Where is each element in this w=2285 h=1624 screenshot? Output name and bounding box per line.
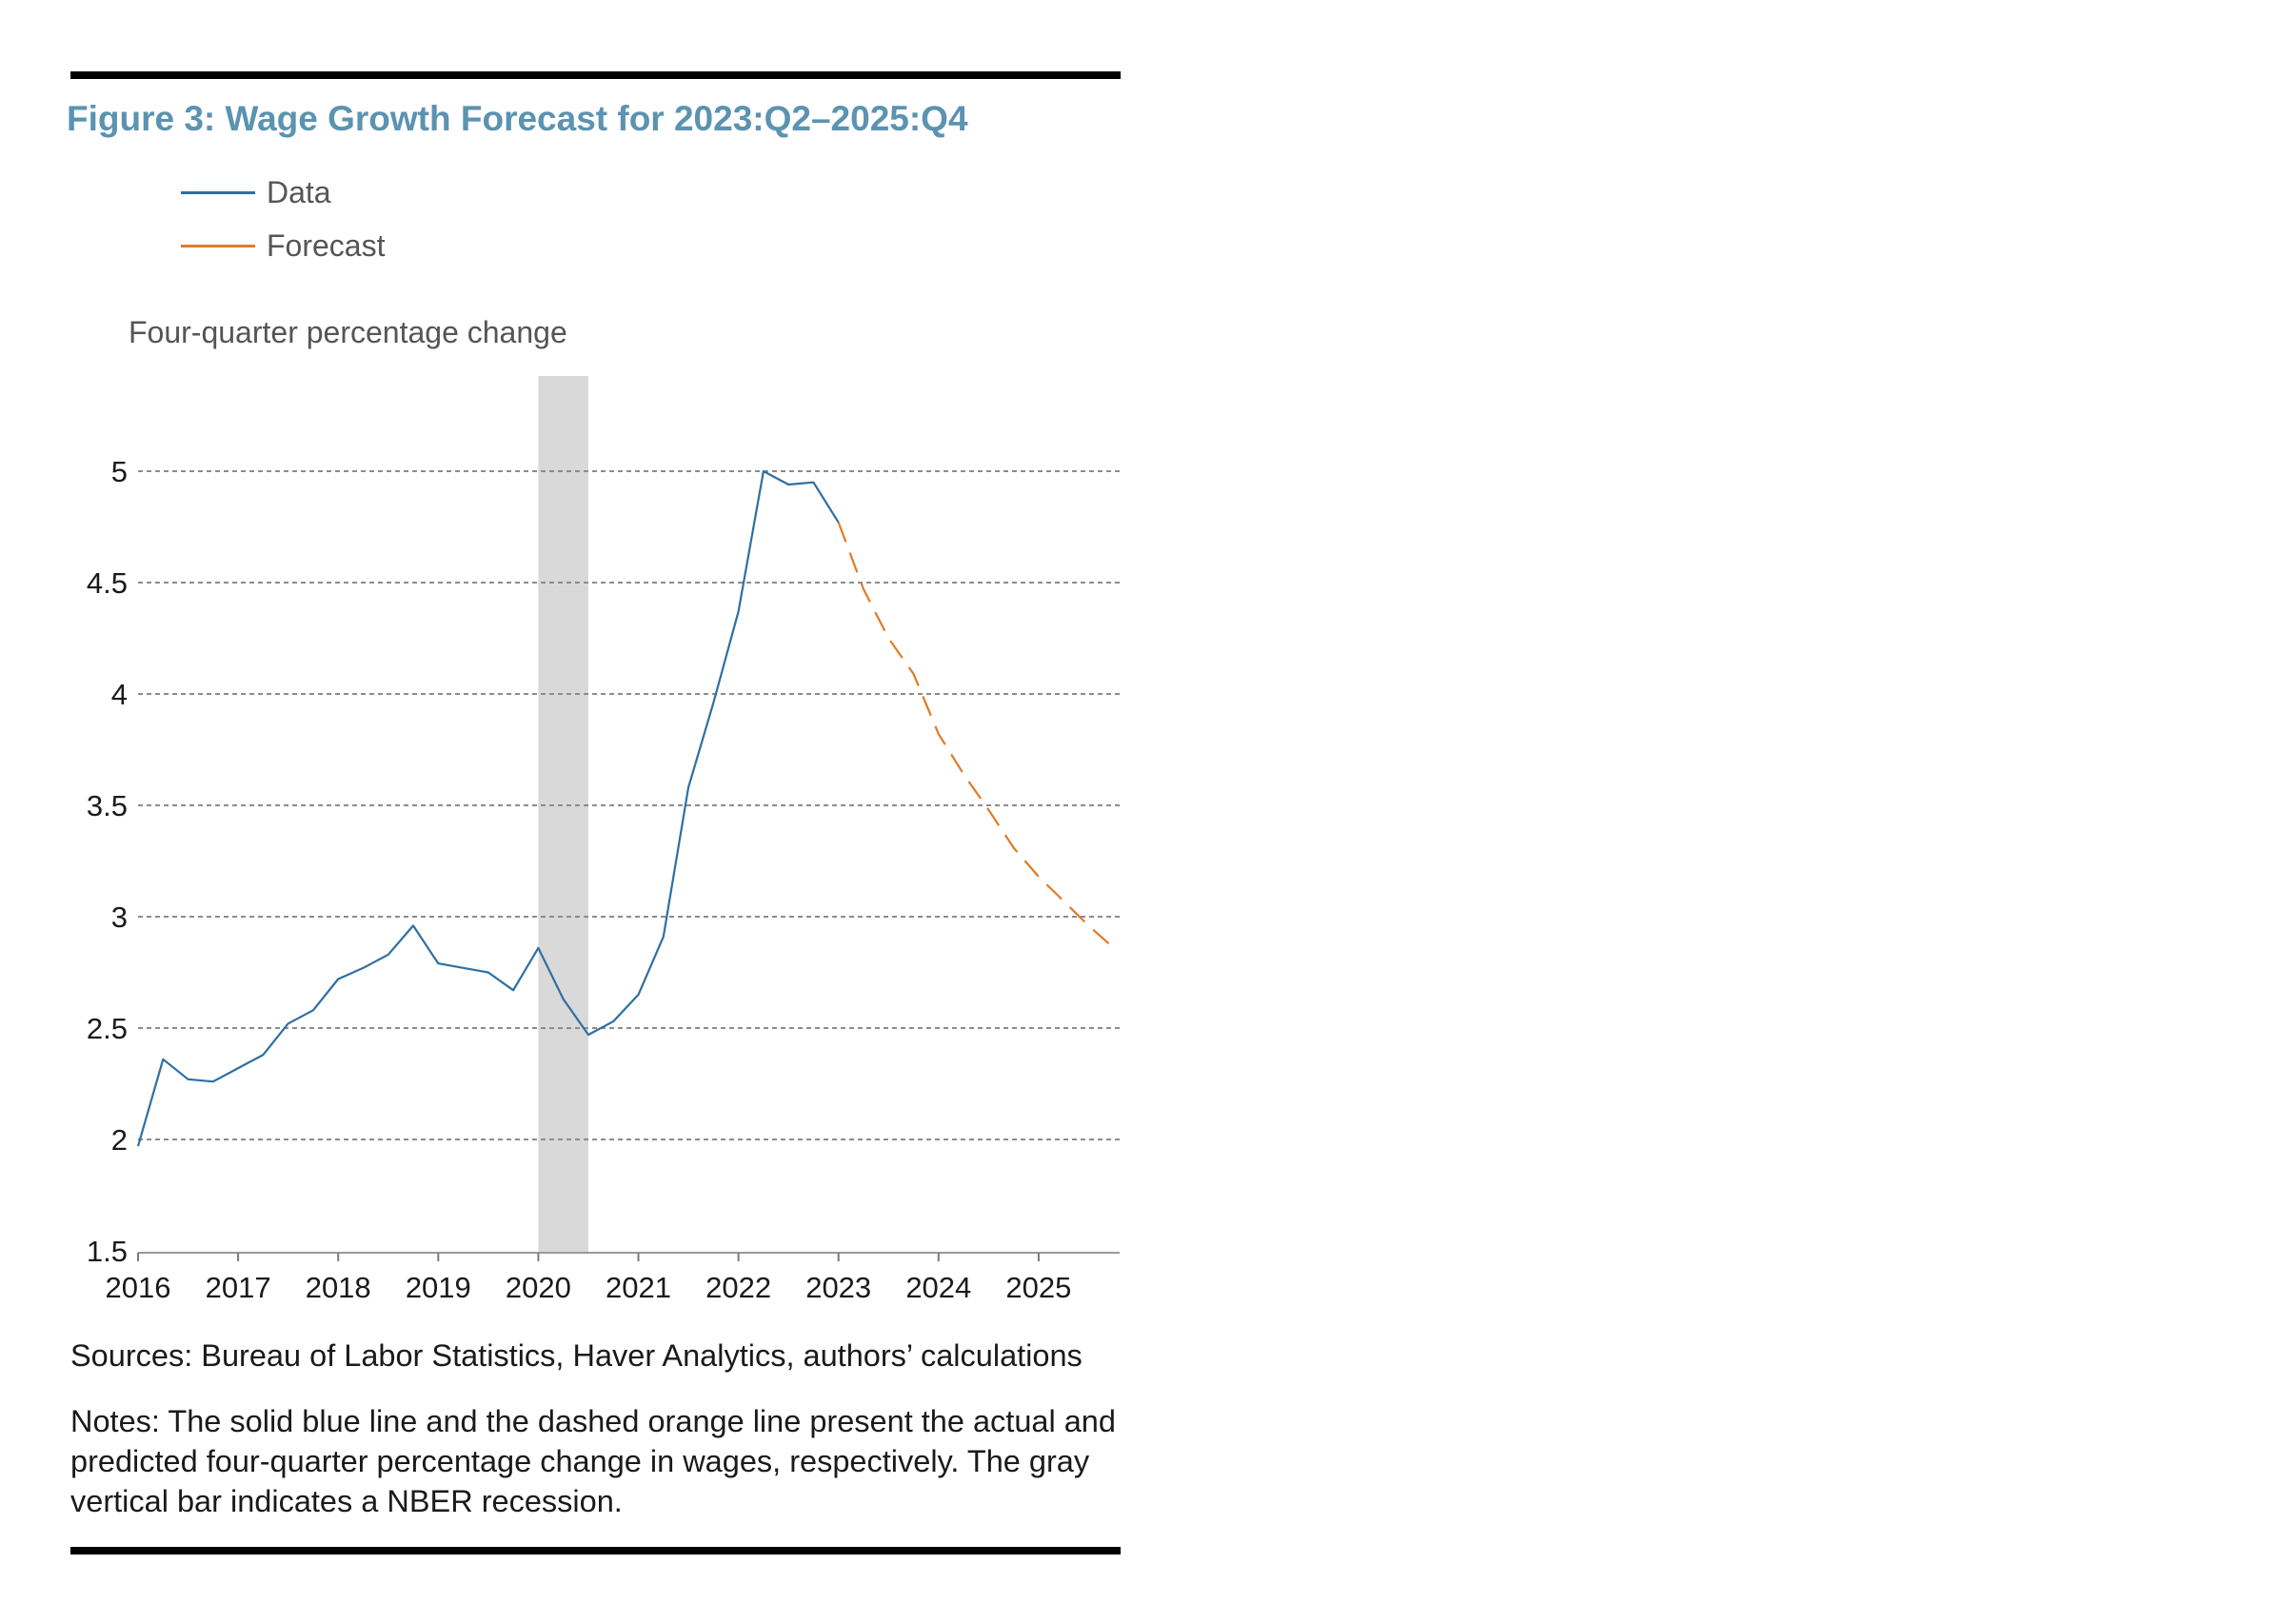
y-tick-label-2: 2 [111, 1123, 128, 1157]
y-tick-label-1-5: 1.5 [87, 1235, 128, 1268]
y-tick-label-3: 3 [111, 901, 128, 934]
series-layer [136, 469, 1115, 1147]
x-tick-label-2024: 2024 [905, 1271, 971, 1304]
recession-band [538, 376, 588, 1253]
top-rule [70, 71, 1121, 79]
figure-title: Figure 3: Wage Growth Forecast for 2023:… [67, 99, 968, 138]
y-tick-label-3-5: 3.5 [87, 789, 128, 822]
x-tick-label-2022: 2022 [705, 1271, 771, 1304]
x-tick-label-2018: 2018 [306, 1271, 371, 1304]
x-tick-label-2019: 2019 [406, 1271, 471, 1304]
legend-swatch-data [181, 190, 255, 194]
recession-band-layer [538, 376, 588, 1253]
legend-item-forecast: Forecast [181, 219, 385, 272]
notes-text: Notes: The solid blue line and the dashe… [70, 1404, 1116, 1518]
y-axis-label: Four-quarter percentage change [129, 315, 567, 349]
gridline-layer [138, 470, 1120, 1140]
x-tick-label-2021: 2021 [606, 1271, 671, 1304]
legend: Data Forecast [181, 166, 385, 272]
legend-label-data: Data [267, 174, 331, 209]
x-tick-label-2016: 2016 [106, 1271, 171, 1304]
bottom-rule [70, 1547, 1121, 1555]
legend-item-data: Data [181, 166, 385, 219]
sources-note: Sources: Bureau of Labor Statistics, Hav… [70, 1338, 1083, 1373]
series-line-data [136, 469, 840, 1147]
series-line-forecast [837, 522, 1115, 949]
x-tick-label-2023: 2023 [805, 1271, 871, 1304]
legend-swatch-forecast [181, 244, 255, 248]
axis-layer: 1.5 2 2.5 3 3.5 4 4.5 5 2016 2017 2018 2019 2020 2021… [87, 455, 1120, 1304]
x-tick-label-2020: 2020 [506, 1271, 571, 1304]
y-tick-label-2-5: 2.5 [87, 1012, 128, 1045]
x-tick-label-2017: 2017 [206, 1271, 271, 1304]
y-tick-label-4-5: 4.5 [87, 566, 128, 600]
y-tick-label-4: 4 [111, 678, 128, 711]
legend-label-forecast: Forecast [267, 228, 386, 263]
y-tick-label-5: 5 [111, 455, 128, 488]
x-tick-label-2025: 2025 [1005, 1271, 1071, 1304]
